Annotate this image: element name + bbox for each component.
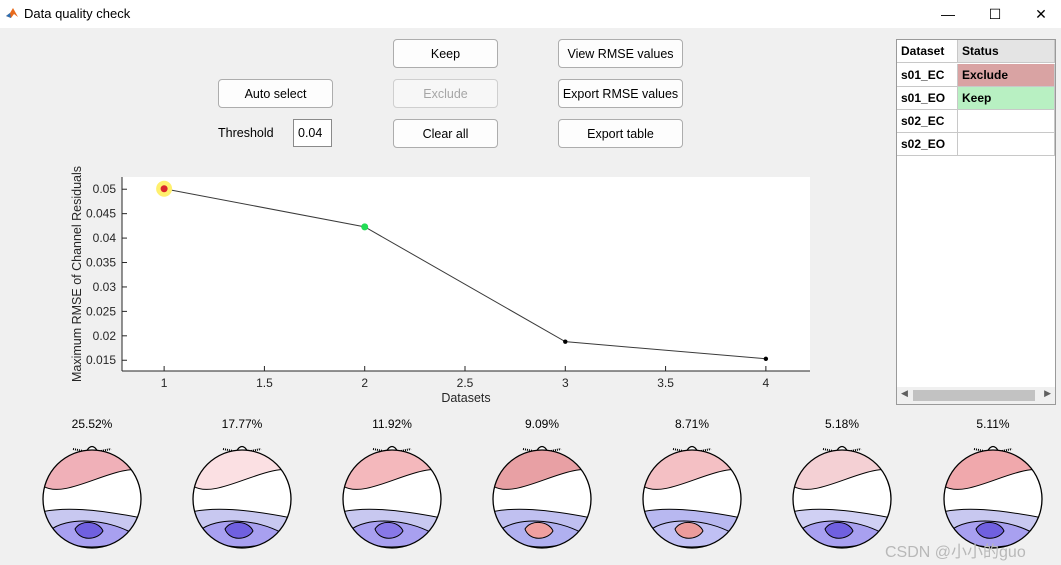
keep-button[interactable]: Keep xyxy=(393,39,498,68)
topomap-head-plot xyxy=(492,445,592,549)
x-tick-label: 2.5 xyxy=(457,376,474,390)
rmse-line-chart[interactable]: 1 1.5 2 2.5 3 3.5 4 0.015 0.02 0.025 0.03 0.035 0.0… xyxy=(0,160,830,410)
x-tick-label: 1 xyxy=(161,376,168,390)
clear-all-button[interactable]: Clear all xyxy=(393,119,498,148)
topomap-head-plot xyxy=(792,445,892,549)
x-tick-label: 4 xyxy=(763,376,770,390)
export-rmse-button[interactable]: Export RMSE values xyxy=(558,79,683,108)
maximize-icon: ☐ xyxy=(988,5,1002,22)
window-title: Data quality check xyxy=(24,6,131,21)
y-tick-label: 0.02 xyxy=(93,329,117,343)
close-icon: ✕ xyxy=(1035,5,1047,22)
y-tick-label: 0.03 xyxy=(93,280,117,294)
topomap-component[interactable]: 8.71% xyxy=(637,417,747,554)
topomap-head-plot xyxy=(42,445,142,549)
scrollbar-thumb[interactable] xyxy=(913,390,1035,401)
cell-dataset[interactable]: s01_EC xyxy=(897,64,958,87)
table-row[interactable]: s02_EC xyxy=(897,110,1055,133)
x-tick-label: 3.5 xyxy=(657,376,674,390)
close-button[interactable]: ✕ xyxy=(1018,0,1061,28)
x-tick-label: 3 xyxy=(562,376,569,390)
topomap-variance-label: 9.09% xyxy=(524,417,560,431)
cell-status[interactable] xyxy=(958,110,1055,133)
minimize-icon: — xyxy=(941,6,955,22)
auto-select-button[interactable]: Auto select xyxy=(218,79,333,108)
cell-dataset[interactable]: s01_EO xyxy=(897,87,958,110)
topomap-head-plot xyxy=(642,445,742,549)
topomap-component[interactable]: 9.09% xyxy=(487,417,597,554)
y-tick-label: 0.035 xyxy=(86,256,116,270)
topomap-component[interactable]: 11.92% xyxy=(337,417,447,554)
maximize-button[interactable]: ☐ xyxy=(972,0,1018,28)
scroll-right-icon[interactable]: ▶ xyxy=(1044,388,1051,398)
data-point[interactable] xyxy=(763,356,769,361)
topomap-variance-label: 11.92% xyxy=(372,417,412,431)
data-point[interactable] xyxy=(563,339,568,344)
topomap-variance-label: 17.77% xyxy=(221,417,263,431)
topomap-head-plot xyxy=(192,445,292,549)
series-line xyxy=(164,188,766,360)
x-tick-label: 2 xyxy=(361,376,368,390)
dataset-status-table[interactable]: Dataset Status s01_EC Exclude s01_EO Kee… xyxy=(896,39,1056,405)
title-bar: Data quality check — ☐ ✕ xyxy=(0,0,1061,28)
threshold-input[interactable]: 0.04 xyxy=(293,119,332,147)
topomap-component[interactable]: 25.52% xyxy=(37,417,147,554)
y-axis-label: Maximum RMSE of Channel Residuals xyxy=(70,166,84,382)
export-table-button[interactable]: Export table xyxy=(558,119,683,148)
watermark: CSDN @小小的guo xyxy=(885,544,1026,561)
cell-status[interactable]: Keep xyxy=(958,87,1055,110)
minimize-button[interactable]: — xyxy=(925,0,971,28)
cell-dataset[interactable]: s02_EO xyxy=(897,133,958,156)
y-tick-label: 0.04 xyxy=(93,231,117,245)
table-row[interactable]: s01_EC Exclude xyxy=(897,64,1055,87)
topomap-variance-label: 25.52% xyxy=(71,417,113,431)
x-axis-label: Datasets xyxy=(441,391,490,405)
data-point[interactable] xyxy=(160,185,168,193)
exclude-button[interactable]: Exclude xyxy=(393,79,498,108)
topomap-component[interactable]: 5.18% xyxy=(787,417,897,554)
scroll-left-icon[interactable]: ◀ xyxy=(901,388,908,398)
header-status[interactable]: Status xyxy=(958,40,1055,63)
topomap-variance-label: 5.18% xyxy=(824,417,860,431)
threshold-label: Threshold xyxy=(218,126,274,140)
matlab-logo-icon xyxy=(5,6,19,20)
data-point[interactable] xyxy=(361,223,369,231)
table-header-row: Dataset Status xyxy=(897,40,1055,63)
cell-status[interactable]: Exclude xyxy=(958,64,1055,87)
cell-status[interactable] xyxy=(958,133,1055,156)
cell-dataset[interactable]: s02_EC xyxy=(897,110,958,133)
plot-area xyxy=(122,177,810,371)
topomap-component[interactable]: 5.11% xyxy=(938,417,1048,554)
y-tick-label: 0.015 xyxy=(86,353,116,367)
y-tick-label: 0.025 xyxy=(86,304,116,318)
topomap-component[interactable]: 17.77% xyxy=(187,417,297,554)
table-row[interactable]: s01_EO Keep xyxy=(897,87,1055,110)
topomap-variance-label: 5.11% xyxy=(976,417,1010,431)
y-tick-label: 0.05 xyxy=(93,182,117,196)
x-tick-label: 1.5 xyxy=(256,376,273,390)
topomap-variance-label: 8.71% xyxy=(674,417,710,431)
header-dataset[interactable]: Dataset xyxy=(897,40,958,63)
view-rmse-button[interactable]: View RMSE values xyxy=(558,39,683,68)
table-row[interactable]: s02_EO xyxy=(897,133,1055,156)
topomap-head-plot xyxy=(342,445,442,549)
table-horizontal-scrollbar[interactable]: ◀ ▶ xyxy=(897,387,1055,404)
topomap-head-plot xyxy=(943,445,1043,549)
y-tick-label: 0.045 xyxy=(86,207,116,221)
